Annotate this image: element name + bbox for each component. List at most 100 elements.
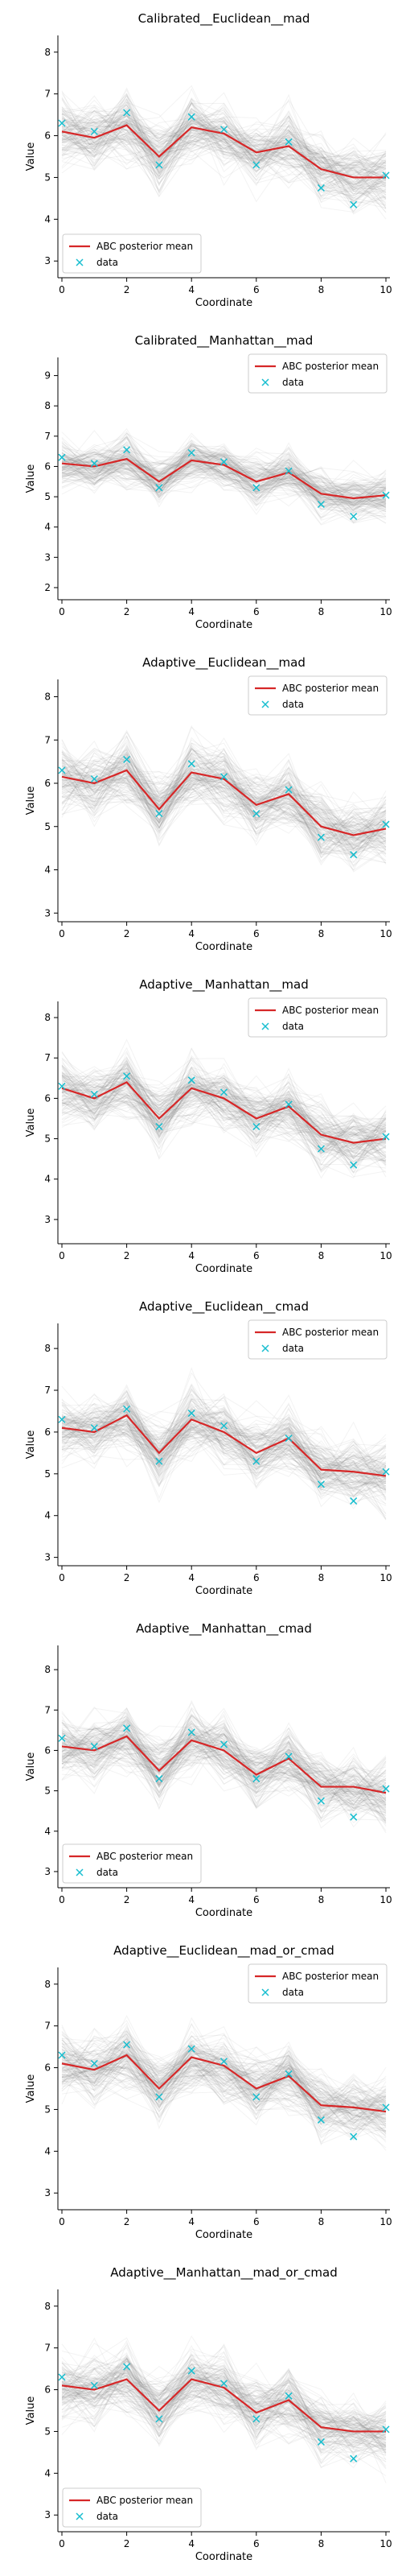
simulation-trace [61,99,387,186]
simulation-trace [61,770,387,866]
y-tick-label: 6 [44,2384,51,2396]
simulation-trace [61,1390,387,1482]
simulation-trace [61,1736,387,1804]
simulation-trace [61,114,387,213]
simulation-trace [61,440,387,499]
simulation-trace [61,1410,387,1480]
simulation-trace [61,442,387,513]
simulation-trace [61,451,387,508]
simulation-trace [61,2033,387,2139]
simulation-trace [61,1413,387,1501]
simulation-trace [61,1074,387,1154]
data-point [58,119,66,127]
x-tick-label: 0 [59,2538,65,2549]
simulation-trace [61,1415,387,1485]
simulation-trace [61,759,387,871]
simulation-trace [61,2358,387,2450]
simulation-trace [61,1410,387,1486]
simulation-trace [61,1742,387,1797]
simulation-trace [61,1367,387,1476]
y-tick-label: 4 [44,522,51,533]
simulation-trace [61,2054,387,2107]
simulation-trace [61,742,387,848]
simulation-trace [61,1722,387,1810]
x-axis-label: Coordinate [195,619,252,631]
simulation-trace [61,1080,387,1178]
simulation-trace [61,1062,387,1142]
simulation-trace [61,1070,387,1154]
simulation-trace [61,1715,387,1809]
simulation-trace [61,749,387,827]
simulation-trace [61,114,387,185]
simulation-trace [61,2368,387,2449]
simulation-trace [61,1393,387,1472]
simulation-trace [61,108,387,209]
simulation-trace [61,101,387,192]
simulation-trace [61,762,387,825]
simulation-trace [61,2045,387,2112]
simulation-trace [61,1075,387,1135]
data-point [90,460,98,468]
simulation-trace [61,1067,387,1159]
x-tick-label: 8 [318,1572,325,1583]
simulation-trace [61,749,387,849]
simulation-trace [61,1732,387,1829]
simulation-trace [61,742,387,864]
simulation-trace [61,2359,387,2448]
simulation-trace [61,1401,387,1488]
simulation-trace [61,1081,387,1147]
simulation-trace [61,2355,387,2442]
y-tick-label: 5 [44,491,51,502]
x-tick-label: 0 [59,2216,65,2227]
simulation-trace [61,2359,387,2464]
data-point [285,467,293,475]
simulation-trace [61,111,387,183]
y-tick-label: 5 [44,171,51,183]
simulation-trace [61,1408,387,1520]
simulation-trace [61,454,387,501]
simulation-trace [61,1719,387,1818]
simulation-trace [61,446,387,506]
simulation-trace [61,1086,387,1169]
legend-mean-label: ABC posterior mean [282,683,379,694]
simulation-trace [61,2357,387,2433]
simulation-trace [61,766,387,873]
simulation-trace [61,2037,387,2132]
simulation-trace [61,1076,387,1152]
simulation-trace [61,1407,387,1496]
simulation-trace [61,1415,387,1479]
simulation-trace [61,750,387,841]
legend-box [248,997,388,1038]
data-point [123,755,131,763]
simulation-trace [61,2030,387,2132]
simulation-trace [61,2352,387,2428]
simulation-trace [61,1078,387,1150]
simulation-trace [61,440,387,496]
simulation-traces [61,724,387,873]
simulation-trace [61,1389,387,1508]
simulation-trace [61,1406,387,1510]
simulation-trace [61,1409,387,1488]
simulation-trace [61,1737,387,1819]
simulation-trace [61,2035,387,2119]
simulation-trace [61,1396,387,1481]
data-point [123,1724,131,1732]
y-tick-label: 5 [44,1785,51,1797]
y-tick-label: 6 [44,130,51,142]
simulation-trace [61,1715,387,1787]
simulation-trace [61,2372,387,2429]
simulation-trace [61,2028,387,2111]
simulation-trace [61,1080,387,1135]
simulation-trace [61,2050,387,2133]
simulation-trace [61,2363,387,2450]
simulation-trace [61,1715,387,1790]
simulation-trace [61,1401,387,1480]
simulation-trace [61,1402,387,1467]
simulation-trace [61,97,387,190]
simulation-trace [61,739,387,846]
simulation-trace [61,2043,387,2132]
data-point [155,2415,163,2423]
simulation-trace [61,2366,387,2464]
legend: ABC posterior mean data [248,675,388,716]
x-tick-label: 2 [124,1250,130,1261]
